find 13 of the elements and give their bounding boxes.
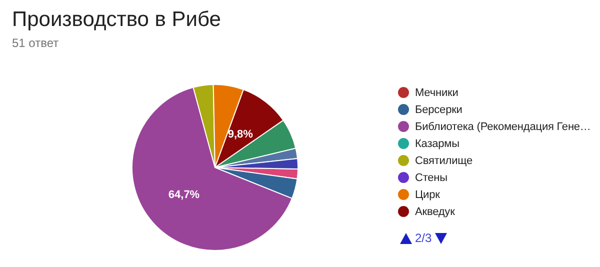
legend-label: Берсерки (415, 104, 462, 116)
legend-label: Святилище (415, 154, 473, 166)
text: 51 ответ (12, 36, 59, 50)
data-label: 64,7% (168, 189, 200, 202)
legend-label: Акведук (415, 206, 455, 218)
legend-label: Библиотека (Рекомендация Гене… (415, 120, 591, 132)
legend-label: Мечники (415, 86, 458, 98)
text: 2/3 (415, 231, 432, 245)
legend-label: Казармы (415, 138, 460, 150)
legend-label: Стены (415, 172, 448, 184)
data-label: 9,8% (228, 128, 254, 141)
chart-title: Производство в Рибе (12, 8, 221, 32)
legend-label: Цирк (415, 188, 440, 200)
